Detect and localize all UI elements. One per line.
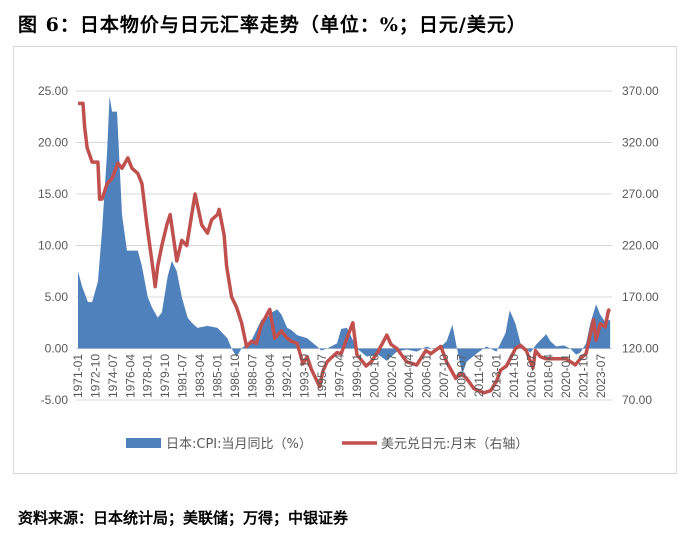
x-tick-label: 2004-04 (402, 354, 416, 398)
left-tick-label: 0.00 (45, 342, 69, 356)
legend: 日本:CPI:当月同比（%） 美元兑日元:月末（右轴） (126, 437, 528, 452)
chart-frame (13, 46, 677, 474)
x-tick-label: 2013-01 (489, 354, 503, 398)
x-tick-label: 1993-10 (298, 354, 312, 398)
x-tick-label: 1995-07 (315, 354, 329, 398)
x-tick-label: 2000-10 (367, 354, 381, 398)
x-tick-label: 2016-07 (524, 354, 538, 398)
x-tick-label: 1992-01 (280, 354, 294, 398)
right-tick-label: 120.00 (622, 342, 659, 356)
x-tick-label: 1986-10 (228, 354, 242, 398)
usdjpy-line (78, 101, 612, 395)
x-tick-label: 2011-04 (472, 354, 486, 397)
x-tick-label: 2020-01 (559, 354, 573, 398)
x-tick-label: 1985-01 (210, 354, 224, 398)
right-tick-label: 370.00 (622, 84, 659, 98)
x-tick-label: 1972-10 (88, 354, 102, 398)
x-tick-label: 1978-01 (141, 354, 155, 398)
legend-label-usdjpy: 美元兑日元:月末（右轴） (381, 437, 528, 452)
x-axis: 1971-01 1972-10 1974-07 1976-04 1978-01 1979-… (71, 354, 608, 398)
left-tick-label: 10.00 (38, 239, 68, 253)
left-tick-label: 5.00 (45, 290, 69, 304)
x-tick-label: 1990-04 (263, 354, 277, 398)
right-tick-label: 320.00 (622, 136, 659, 150)
legend-swatch-cpi (126, 438, 161, 448)
right-axis: 70.00 120.00 170.00 220.00 270.00 320.00 370.0… (622, 84, 659, 407)
x-tick-label: 1976-04 (123, 354, 137, 398)
legend-label-cpi: 日本:CPI:当月同比（%） (166, 437, 312, 452)
x-tick-label: 2014-10 (507, 354, 521, 398)
gridlines (76, 90, 612, 401)
right-tick-label: 170.00 (622, 290, 659, 304)
x-tick-label: 2009-07 (455, 354, 469, 398)
x-tick-label: 1988-07 (245, 354, 259, 398)
left-tick-label: -5.00 (41, 393, 69, 407)
left-tick-label: 25.00 (38, 84, 68, 98)
right-tick-label: 220.00 (622, 239, 659, 253)
x-tick-label: 2018-04 (542, 354, 556, 398)
figure-title: 图 6：日本物价与日元汇率走势（单位：%；日元/美元） (18, 14, 527, 36)
x-tick-label: 2007-10 (437, 354, 451, 398)
right-tick-label: 270.00 (622, 187, 659, 201)
right-tick-label: 70.00 (622, 393, 652, 407)
x-tick-label: 1974-07 (106, 354, 120, 398)
x-tick-label: 2021-10 (577, 354, 591, 398)
x-tick-label: 1979-10 (158, 354, 172, 398)
x-tick-label: 1981-07 (176, 354, 190, 398)
x-tick-label: 1983-04 (193, 354, 207, 398)
cpi-area (78, 96, 611, 375)
source-note: 资料来源：日本统计局；美联储；万得；中银证券 (18, 509, 349, 527)
left-tick-label: 20.00 (38, 136, 68, 150)
series-layer (78, 96, 612, 395)
x-tick-label: 2006-01 (420, 354, 434, 398)
x-tick-label: 2002-07 (385, 354, 399, 398)
x-tick-label: 2023-07 (594, 354, 608, 398)
x-tick-label: 1999-01 (350, 354, 364, 398)
x-tick-label: 1971-01 (71, 354, 85, 398)
x-tick-label: 1997-04 (333, 354, 347, 398)
left-axis: -5.00 0.00 5.00 10.00 15.00 20.00 25.00 (38, 84, 68, 407)
left-tick-label: 15.00 (38, 187, 68, 201)
